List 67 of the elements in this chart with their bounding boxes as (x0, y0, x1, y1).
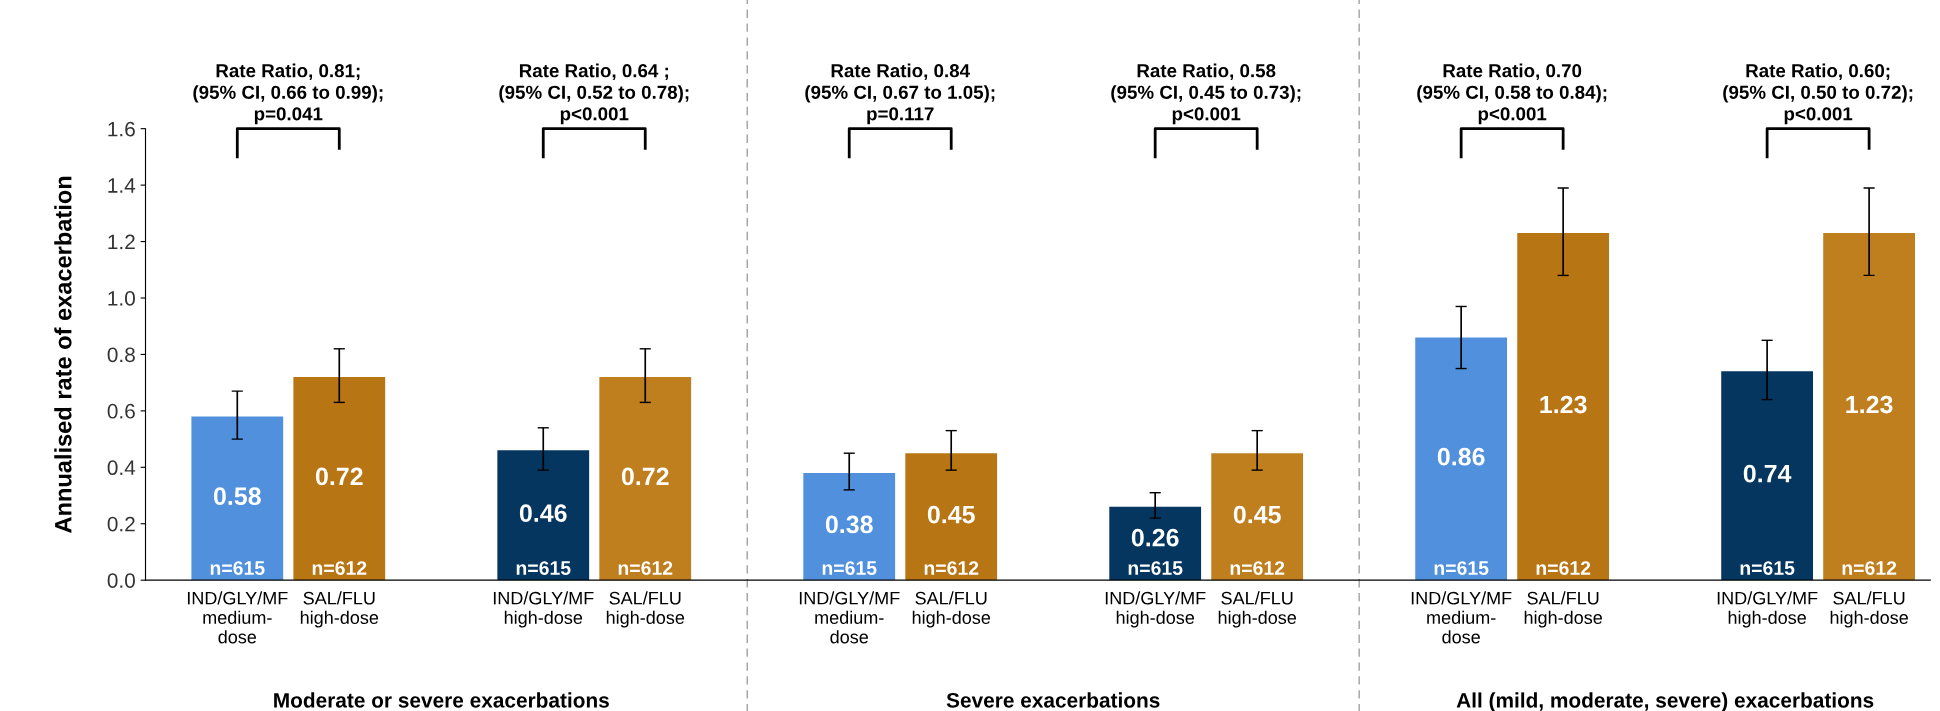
x-tick-label: IND/GLY/MF medium- dose (1411, 591, 1512, 644)
annotation: n=612 (312, 561, 367, 575)
annotation: n=615 (1128, 561, 1183, 575)
bar (1211, 453, 1304, 581)
bar (1721, 371, 1814, 581)
x-tick-label: SAL/FLU high-dose (606, 591, 685, 628)
data-label: 1.23 (1846, 395, 1893, 414)
text: Rate Ratio, 0.81; (95% CI, 0.66 to 0.99); p=0.041 (193, 63, 383, 125)
x-tick-label: IND/GLY/MF medium- dose (799, 591, 900, 644)
bar (1109, 506, 1202, 581)
bar (1823, 233, 1915, 581)
bar (191, 416, 284, 581)
y-axis-title: Annualised rate of exacerbation (54, 176, 72, 533)
y-tick-label: 0.4 (107, 460, 136, 476)
text: Moderate or severe exacerbations (274, 692, 609, 708)
annotation: n=615 (1740, 561, 1795, 575)
text: All (mild, moderate, severe) exacerbations (1456, 692, 1874, 711)
text: Rate Ratio, 0.64 ; (95% CI, 0.52 to 0.78); p<0.001 (499, 63, 689, 125)
x-tick-label: IND/GLY/MF high-dose (1105, 591, 1206, 628)
bar (599, 377, 692, 581)
annotation: n=615 (1434, 561, 1489, 575)
data-label: 0.74 (1743, 464, 1792, 483)
text: Rate Ratio, 0.84 (95% CI, 0.67 to 1.05); p=0.117 (805, 63, 995, 125)
annotation: n=615 (822, 561, 877, 575)
bar (1415, 337, 1508, 581)
x-tick-label: IND/GLY/MF high-dose (1717, 591, 1818, 628)
x-tick-label: IND/GLY/MF high-dose (493, 591, 594, 628)
data-label: 0.72 (621, 467, 669, 486)
y-tick-label: 0.0 (107, 573, 135, 588)
bar (905, 453, 998, 581)
x-tick-label: IND/GLY/MF medium- dose (187, 591, 288, 644)
y-tick-label: 1.0 (108, 291, 135, 306)
data-label: 0.45 (927, 505, 975, 524)
annotation: n=612 (618, 561, 673, 575)
data-label: 0.38 (825, 515, 873, 534)
y-tick-label: 1.6 (108, 121, 135, 137)
x-tick-label: SAL/FLU high-dose (300, 591, 379, 628)
y-tick-label: 1.4 (108, 178, 136, 193)
x-tick-label: SAL/FLU high-dose (1218, 591, 1297, 628)
bar (1517, 233, 1610, 581)
data-label: 0.46 (519, 504, 567, 522)
annotation: n=612 (924, 561, 979, 575)
annotation: n=615 (210, 561, 265, 575)
data-label: 0.26 (1131, 528, 1179, 547)
x-tick-label: SAL/FLU high-dose (1524, 591, 1602, 628)
x-tick-label: SAL/FLU high-dose (912, 591, 991, 628)
annotation: n=615 (516, 561, 571, 575)
text: Rate Ratio, 0.60; (95% CI, 0.50 to 0.72); p<0.001 (1723, 63, 1913, 125)
text: Rate Ratio, 0.58 (95% CI, 0.45 to 0.73); p<0.001 (1111, 63, 1301, 125)
text: Severe exacerbations (946, 692, 1160, 708)
data-label: 0.86 (1437, 447, 1485, 466)
y-tick-label: 1.2 (108, 234, 135, 250)
x-tick-label: SAL/FLU high-dose (1830, 591, 1908, 628)
annotation: n=612 (1842, 561, 1897, 575)
bar (803, 472, 896, 581)
annotation: n=612 (1230, 561, 1285, 575)
text: Rate Ratio, 0.70 (95% CI, 0.58 to 0.84); p<0.001 (1417, 63, 1607, 125)
bar (293, 377, 386, 581)
y-tick-label: 0.2 (107, 516, 135, 532)
data-label: 1.23 (1540, 395, 1587, 414)
data-label: 0.72 (315, 467, 363, 486)
data-label: 0.58 (213, 487, 261, 506)
annotation: n=612 (1536, 561, 1591, 575)
data-label: 0.45 (1233, 505, 1281, 524)
y-tick-label: 0.6 (107, 403, 135, 419)
y-tick-label: 0.8 (107, 347, 135, 363)
bar (497, 450, 590, 581)
